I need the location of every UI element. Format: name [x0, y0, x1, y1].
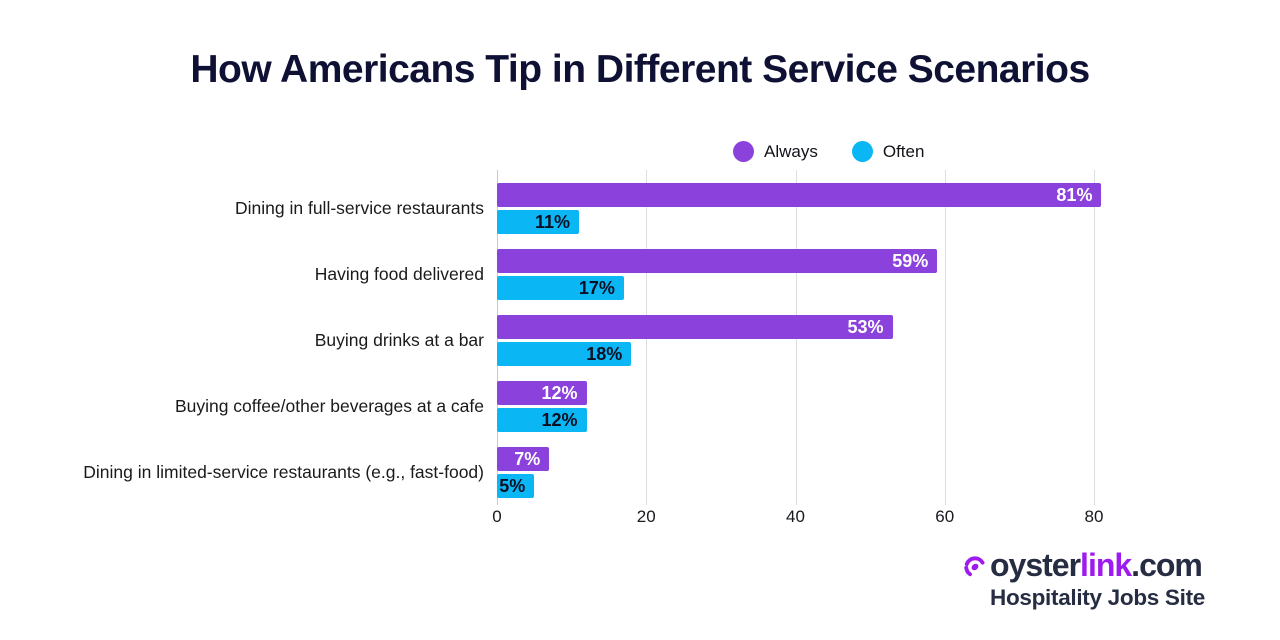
x-tick-label: 20	[636, 507, 656, 526]
legend-always-label: Always	[764, 141, 818, 161]
bar-value-label: 12%	[541, 383, 578, 403]
bar-value-label: 7%	[514, 449, 541, 469]
gridline-x-60	[944, 170, 946, 505]
bar-value-label: 11%	[535, 212, 571, 232]
bar-always: 81%	[497, 183, 1102, 207]
bar-often: 18%	[497, 342, 632, 366]
category-label: Having food delivered	[314, 264, 484, 284]
legend-often-label: Often	[882, 141, 925, 161]
logo-wordmark: oysterlink.com	[990, 547, 1203, 584]
bar-often: 11%	[497, 210, 580, 234]
bar-value-label: 59%	[892, 251, 929, 271]
bar-always: 7%	[497, 447, 550, 471]
bar-value-label: 53%	[847, 317, 884, 337]
x-tick-label: 80	[1084, 507, 1104, 526]
bar-always: 12%	[497, 381, 587, 405]
logo-tagline: Hospitality Jobs Site	[990, 585, 1205, 610]
bar-value-label: 12%	[541, 410, 578, 430]
category-label: Dining in full-service restaurants	[235, 198, 484, 218]
logo-part-link: link	[1080, 547, 1132, 583]
bar-value-label: 17%	[578, 278, 615, 298]
logo-part-oyster: oyster	[990, 547, 1081, 583]
x-tick-label: 0	[492, 507, 502, 526]
bar-often: 17%	[497, 276, 624, 300]
legend-item-always: Always	[733, 140, 818, 162]
legend-always-dot-icon	[733, 140, 754, 162]
bar-often: 5%	[497, 474, 535, 498]
chart-title: How Americans Tip in Different Service S…	[190, 48, 1090, 91]
link-swoosh-icon	[964, 555, 985, 576]
gridline-x-80	[1094, 170, 1095, 505]
x-tick-label: 60	[935, 507, 955, 526]
oysterlink-logo[interactable]: oysterlink.com Hospitality Jobs Site	[963, 547, 1223, 611]
category-label: Dining in limited-service restaurants (e…	[83, 462, 484, 482]
legend-item-often: Often	[851, 140, 925, 162]
category-label: Buying drinks at a bar	[314, 330, 484, 350]
chart-legend: Always Often	[733, 140, 924, 162]
bar-value-label: 81%	[1056, 185, 1093, 205]
logo-part-com: .com	[1131, 547, 1203, 583]
legend-often-dot-icon	[851, 140, 873, 162]
bar-always: 53%	[497, 315, 893, 339]
category-label: Buying coffee/other beverages at a cafe	[174, 396, 484, 416]
logo-row: oysterlink.com	[963, 547, 1223, 584]
bar-value-label: 5%	[499, 476, 526, 496]
bar-value-label: 18%	[586, 344, 623, 364]
x-tick-label: 40	[786, 507, 805, 526]
bar-always: 59%	[497, 249, 938, 273]
bar-often: 12%	[497, 408, 587, 432]
